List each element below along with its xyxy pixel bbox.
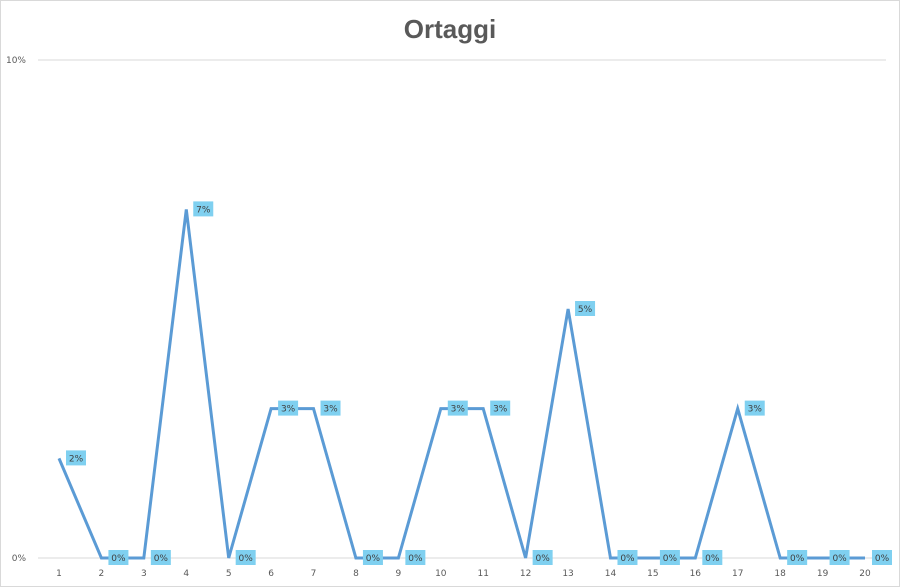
data-label-text: 0% [832, 554, 847, 564]
x-axis-ticks: 1 2 3 4 5 6 7 8 9 10 11 12 13 14 15 16 17 18 19 20 [56, 569, 871, 579]
data-label-text: 5% [578, 305, 593, 315]
chart-title: Ortaggi [404, 14, 496, 44]
data-label-text: 3% [281, 405, 296, 415]
data-label-bg [278, 400, 299, 416]
data-label-bg [532, 550, 553, 565]
data-label: 0% [702, 550, 723, 565]
data-label: 0% [787, 550, 808, 565]
x-tick-label: 19 [817, 569, 829, 579]
x-tick-label: 9 [396, 569, 402, 579]
data-label-bg [447, 400, 468, 416]
data-label-text: 3% [323, 405, 338, 415]
data-label-bg [193, 201, 214, 217]
data-label: 3% [744, 400, 765, 416]
data-label: 3% [278, 400, 299, 416]
series-line [57, 209, 865, 560]
data-label: 0% [659, 550, 680, 565]
data-label: 3% [320, 400, 341, 416]
data-label-bg [659, 550, 680, 565]
data-label-text: 3% [748, 405, 763, 415]
x-tick-label: 5 [226, 569, 232, 579]
data-label-text: 0% [535, 554, 550, 564]
data-label-bg [490, 400, 511, 416]
data-label-bg [744, 400, 765, 416]
x-tick-label: 10 [435, 569, 447, 579]
data-label-text: 2% [69, 454, 84, 464]
x-tick-label: 2 [99, 569, 105, 579]
data-label-bg [787, 550, 808, 565]
data-label-text: 3% [493, 405, 508, 415]
x-tick-label: 3 [141, 569, 147, 579]
x-tick-label: 6 [268, 569, 274, 579]
gridlines [38, 59, 886, 559]
x-tick-label: 11 [477, 569, 488, 579]
data-label-text: 0% [408, 554, 423, 564]
data-label-text: 0% [705, 554, 720, 564]
data-label: 3% [490, 400, 511, 416]
data-label-bg [320, 400, 341, 416]
x-tick-label: 20 [859, 569, 871, 579]
data-label-bg [617, 550, 638, 565]
data-label: 2% [66, 450, 86, 466]
data-label: 0% [829, 550, 850, 565]
data-label-text: 0% [366, 554, 381, 564]
data-label-text: 0% [663, 554, 678, 564]
data-label: 3% [447, 400, 468, 416]
y-tick-label: 0% [12, 554, 27, 564]
data-label: 0% [405, 550, 426, 565]
data-label-bg [66, 450, 86, 466]
data-label: 0% [235, 550, 256, 565]
x-tick-label: 14 [605, 569, 617, 579]
x-tick-label: 17 [732, 569, 743, 579]
data-label-bg [405, 550, 426, 565]
data-label-text: 0% [620, 554, 635, 564]
x-tick-label: 16 [690, 569, 702, 579]
data-label-bg [362, 550, 383, 565]
data-label-text: 3% [451, 405, 466, 415]
data-label-bg [235, 550, 256, 565]
x-tick-label: 18 [774, 569, 786, 579]
data-label-text: 7% [196, 205, 211, 215]
data-label: 0% [150, 550, 171, 565]
x-tick-label: 13 [562, 569, 573, 579]
y-tick-label: 10% [6, 56, 26, 66]
data-label: 7% [193, 201, 214, 217]
x-tick-label: 15 [647, 569, 658, 579]
data-label: 0% [362, 550, 383, 565]
x-tick-label: 1 [56, 569, 62, 579]
x-tick-label: 4 [183, 569, 189, 579]
data-label-text: 0% [111, 554, 126, 564]
data-label-text: 0% [875, 554, 890, 564]
series-line-group [57, 209, 865, 560]
x-tick-label: 12 [520, 569, 531, 579]
data-labels: 2% 0% 0% 7% 0% 3% 3% 0% 0% 3% 3% 0% 5% 0% 0% 0% 3% 0% 0% 0% [66, 201, 892, 565]
data-label: 0% [872, 550, 892, 565]
data-label: 5% [575, 301, 596, 316]
x-tick-label: 8 [353, 569, 359, 579]
data-label: 0% [617, 550, 638, 565]
data-label-text: 0% [790, 554, 805, 564]
data-label: 0% [108, 550, 129, 565]
data-label-text: 0% [239, 554, 254, 564]
data-label-bg [108, 550, 129, 565]
data-label-bg [575, 301, 596, 316]
x-tick-label: 7 [311, 569, 317, 579]
data-label-bg [829, 550, 850, 565]
data-label-bg [150, 550, 171, 565]
data-label-bg [872, 550, 892, 565]
data-label-bg [702, 550, 723, 565]
data-label: 0% [532, 550, 553, 565]
y-axis-ticks: 0% 10% [6, 56, 26, 564]
data-label-text: 0% [154, 554, 169, 564]
